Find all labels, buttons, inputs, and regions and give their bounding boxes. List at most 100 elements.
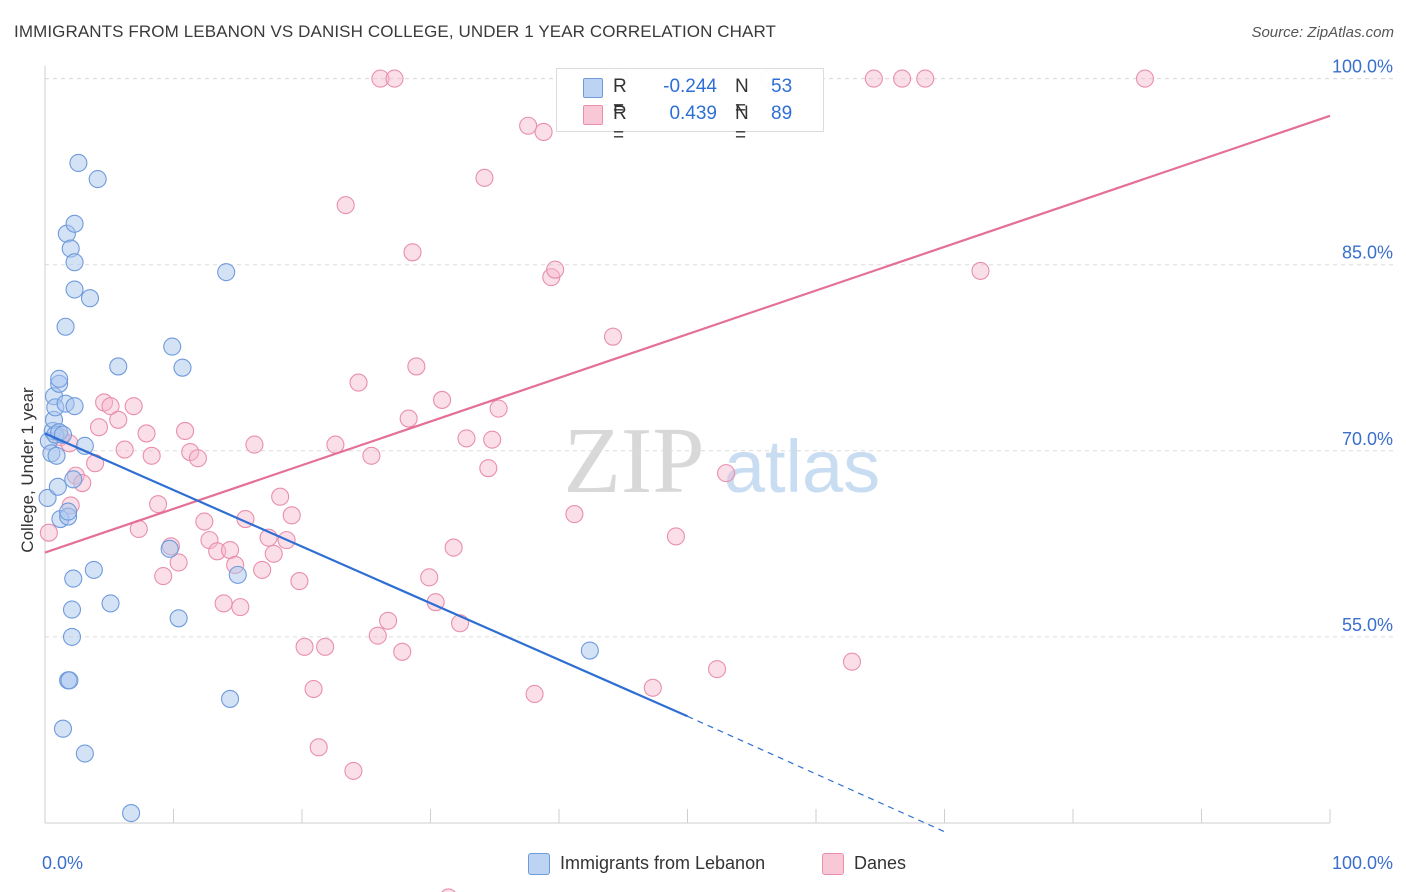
- danes-point: [371, 69, 390, 88]
- danes-point: [39, 523, 58, 542]
- n-label: N =: [735, 103, 749, 146]
- lebanon-point: [169, 609, 188, 628]
- danes-point: [264, 544, 283, 563]
- lebanon-point: [59, 502, 78, 521]
- danes-point: [399, 409, 418, 428]
- lebanon-point: [122, 804, 141, 823]
- lebanon-point: [101, 594, 120, 613]
- lebanon-trend-extension: [687, 715, 945, 833]
- lebanon-point: [173, 358, 192, 377]
- y-axis-label: College, Under 1 year: [18, 387, 37, 553]
- lebanon-point: [228, 565, 247, 584]
- n-value: 53: [771, 76, 793, 97]
- danes-point: [407, 357, 426, 376]
- danes-point: [565, 505, 584, 524]
- y-tick-label: 100.0%: [1332, 57, 1393, 77]
- danes-point: [214, 594, 233, 613]
- source-credit: Source: ZipAtlas.com: [1251, 24, 1394, 41]
- lebanon-point: [62, 600, 82, 619]
- lebanon-point: [88, 170, 107, 189]
- danes-point: [124, 397, 143, 416]
- legend-label-lebanon: Immigrants from Lebanon: [560, 853, 766, 873]
- legend-swatch-lebanon: [528, 853, 550, 875]
- watermark-zip: ZIP: [564, 409, 705, 513]
- danes-point: [115, 440, 134, 459]
- danes-point: [109, 410, 128, 429]
- lebanon-point: [38, 488, 57, 507]
- danes-point: [316, 637, 335, 656]
- danes-point: [1135, 69, 1155, 88]
- danes-point: [842, 652, 862, 671]
- danes-point: [716, 464, 736, 483]
- lebanon-point: [60, 671, 79, 690]
- danes-point: [290, 572, 309, 591]
- danes-point: [362, 446, 381, 465]
- danes-point: [188, 449, 207, 468]
- danes-trend-line: [44, 114, 1331, 554]
- danes-point: [403, 243, 422, 262]
- legend-label-danes: Danes: [854, 853, 907, 873]
- tick-labels: 55.0% 70.0% 85.0% 100.0% 0.0% 100.0%: [42, 57, 1393, 873]
- danes-point: [344, 761, 363, 780]
- lebanon-point: [64, 569, 83, 588]
- danes-point: [643, 678, 662, 697]
- danes-point: [385, 69, 404, 88]
- danes-point: [195, 512, 214, 531]
- danes-point: [603, 327, 623, 346]
- danes-point: [441, 888, 456, 892]
- danes-point: [893, 69, 912, 88]
- danes-point: [433, 390, 452, 409]
- lebanon-point: [65, 214, 84, 233]
- lebanon-point: [65, 253, 84, 272]
- y-tick-label: 85.0%: [1342, 243, 1393, 263]
- r-label: R =: [613, 76, 627, 119]
- watermark-atlas: atlas: [724, 425, 880, 508]
- danes-point: [479, 459, 498, 478]
- danes-point: [271, 487, 290, 506]
- y-tick-label: 70.0%: [1342, 429, 1393, 449]
- stats-swatch-lebanon: [583, 78, 603, 98]
- danes-point: [304, 679, 323, 699]
- danes-point: [253, 560, 272, 579]
- danes-point: [309, 738, 328, 757]
- lebanon-point: [64, 470, 83, 489]
- danes-point: [379, 611, 398, 630]
- r-value: -0.244: [663, 76, 717, 97]
- danes-point: [708, 660, 727, 679]
- danes-point: [137, 424, 156, 443]
- lebanon-points: [38, 153, 599, 823]
- n-label: N =: [735, 76, 749, 119]
- lebanon-point: [163, 337, 182, 356]
- danes-point: [326, 435, 345, 454]
- x-tick-label: 100.0%: [1332, 853, 1393, 873]
- lebanon-point: [580, 641, 599, 660]
- danes-point: [393, 642, 412, 661]
- lebanon-point: [160, 539, 179, 558]
- stats-box: R = -0.244 N = 53 R = 0.439 N = 89: [556, 68, 824, 146]
- lebanon-point: [220, 689, 240, 708]
- danes-point: [420, 568, 439, 587]
- lebanon-point: [69, 153, 88, 173]
- chart-title: IMMIGRANTS FROM LEBANON VS DANISH COLLEG…: [14, 22, 777, 41]
- danes-point: [916, 69, 935, 88]
- lebanon-point: [217, 263, 236, 282]
- y-tick-label: 55.0%: [1342, 615, 1393, 635]
- danes-point: [349, 373, 368, 392]
- danes-point: [336, 196, 355, 215]
- danes-point: [89, 418, 109, 437]
- danes-point: [534, 122, 553, 142]
- danes-point: [368, 626, 387, 645]
- stats-swatch-danes: [583, 105, 603, 125]
- lebanon-point: [62, 627, 82, 646]
- danes-point: [666, 527, 685, 546]
- danes-point: [282, 506, 301, 525]
- danes-point: [971, 261, 990, 280]
- danes-point: [525, 684, 544, 704]
- danes-point: [245, 435, 264, 454]
- danes-point: [444, 538, 463, 557]
- danes-point: [519, 116, 538, 135]
- lebanon-point: [65, 397, 84, 416]
- legend-swatch-danes: [822, 853, 844, 875]
- danes-point: [475, 168, 494, 187]
